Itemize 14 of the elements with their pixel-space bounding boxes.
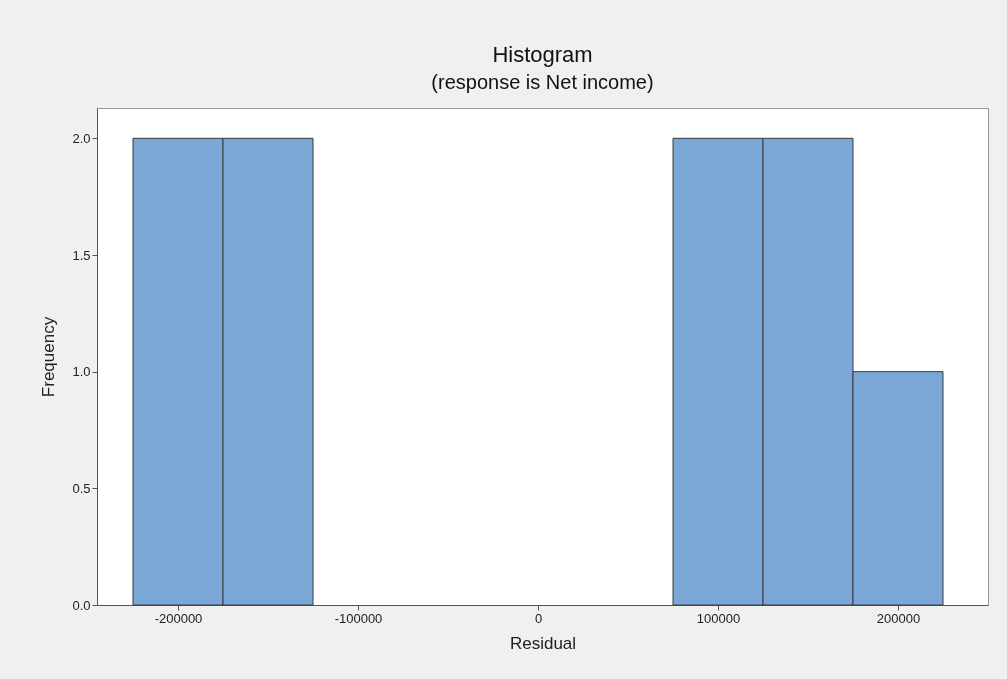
x-tick-label: 100000 [696, 610, 741, 626]
chart-subtitle: (response is Net income) [431, 71, 654, 93]
x-tick-label: -100000 [334, 610, 383, 626]
x-tick-label: -200000 [154, 610, 203, 626]
y-tick-label: 1.0 [72, 364, 91, 380]
y-tick-label: 1.5 [72, 247, 91, 263]
y-tick-label: 0.0 [72, 597, 91, 613]
x-axis-title: Residual [509, 633, 577, 653]
y-tick-label: 2.0 [72, 130, 91, 146]
chart-title: Histogram [492, 42, 593, 67]
y-tick-label: 0.5 [72, 480, 91, 496]
x-tick-label: 0 [534, 610, 543, 626]
x-tick-label: 200000 [876, 610, 921, 626]
y-axis-title: Frequency [39, 316, 59, 398]
